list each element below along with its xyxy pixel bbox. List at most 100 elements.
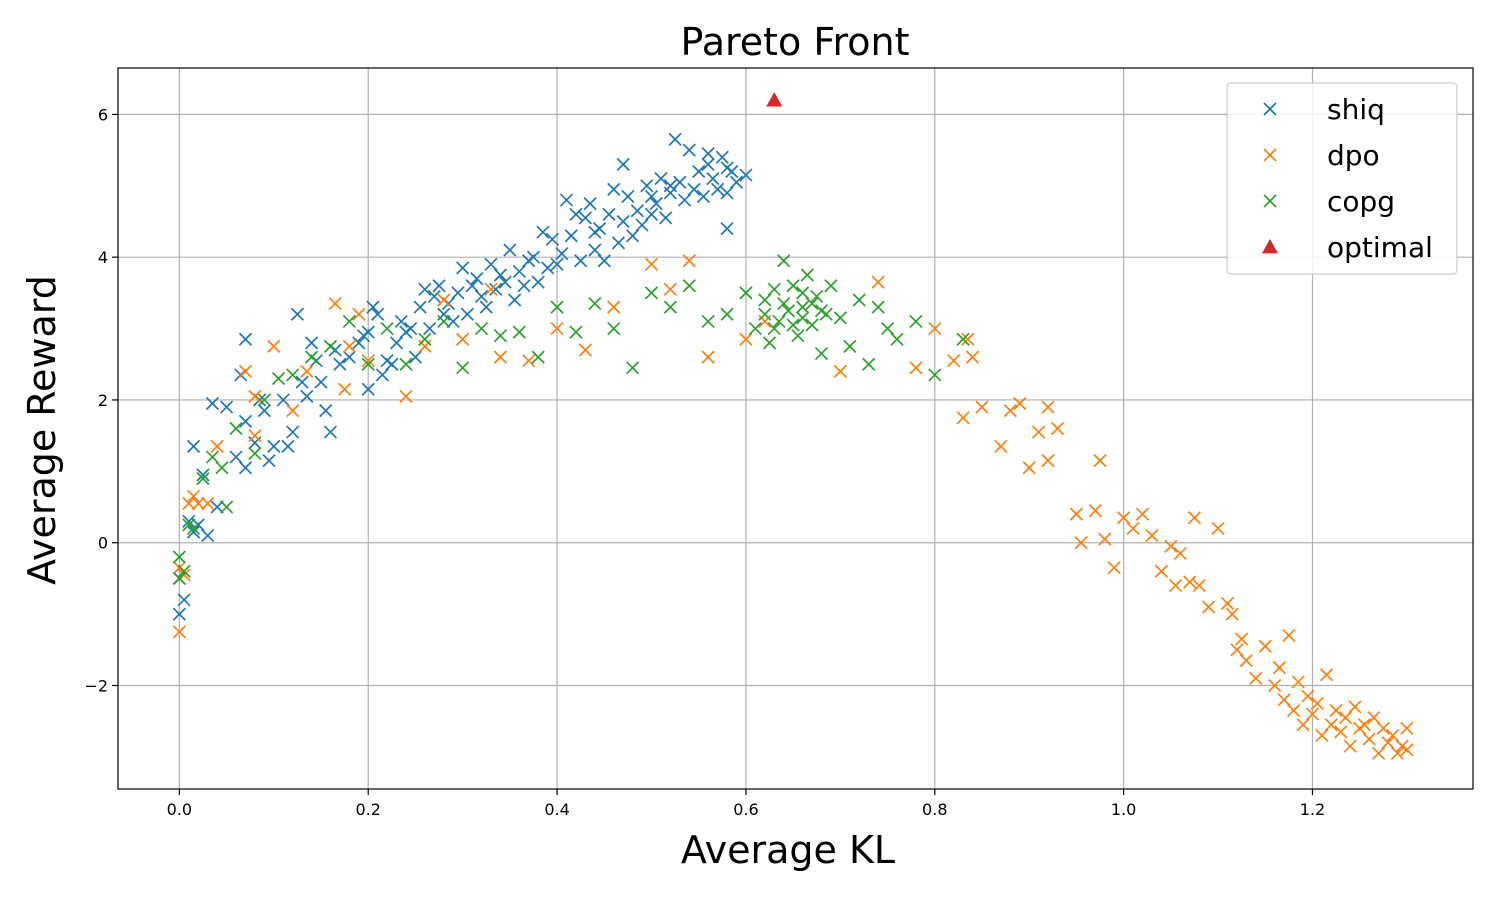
shiq-point	[696, 189, 711, 204]
copg-point	[607, 321, 621, 336]
copg-point	[928, 368, 942, 382]
shiq-point	[205, 396, 220, 411]
dpo-point	[975, 400, 989, 414]
y-axis-title: Average Reward	[20, 275, 64, 585]
copg-point	[795, 300, 810, 314]
copg-point	[550, 300, 564, 314]
dpo-point	[456, 332, 470, 346]
shiq-point	[640, 179, 654, 193]
shiq-point	[182, 514, 196, 528]
dpo-point	[1362, 732, 1376, 746]
x-tick-label: 1.2	[1300, 800, 1325, 819]
dpo-point	[238, 364, 253, 378]
shiq-point	[465, 279, 479, 293]
dpo-point	[186, 489, 201, 503]
shiq-point	[607, 182, 621, 196]
dpo-point	[1093, 454, 1107, 468]
dpo-point	[1032, 425, 1046, 439]
shiq-point	[635, 218, 649, 232]
dpo-point	[682, 254, 696, 268]
dpo-point	[956, 411, 970, 425]
x-tick-label: 0.0	[167, 800, 192, 819]
shiq-point	[219, 400, 234, 414]
dpo-point	[1230, 643, 1244, 657]
copg-point	[399, 357, 413, 371]
dpo-point	[1286, 703, 1301, 718]
dpo-point	[1305, 707, 1320, 721]
shiq-point	[720, 161, 734, 175]
shiq-point	[460, 307, 474, 321]
dpo-point	[1258, 639, 1272, 653]
dpo-point	[701, 350, 715, 364]
legend-label-dpo: dpo	[1327, 139, 1380, 172]
copg-point	[777, 254, 791, 268]
shiq-point	[413, 300, 427, 314]
shiq-point	[366, 300, 380, 314]
copg-point	[890, 332, 904, 346]
chart-title: Pareto Front	[680, 20, 909, 64]
x-axis-title: Average KL	[681, 828, 895, 872]
shiq-point	[371, 307, 385, 321]
y-tick-label: 0	[98, 534, 108, 553]
shiq-point	[498, 275, 512, 289]
copg-point	[437, 314, 451, 329]
shiq-point	[484, 257, 498, 271]
copg-point	[588, 296, 602, 311]
shiq-point	[541, 261, 555, 275]
shiq-point	[517, 279, 531, 293]
plot-frame	[117, 67, 1474, 790]
dpo-point	[1381, 735, 1395, 750]
shiq-point	[701, 157, 715, 171]
shiq-point	[729, 175, 744, 189]
dpo-point	[1154, 564, 1168, 578]
copg-point	[286, 368, 300, 382]
dpo-point	[182, 496, 196, 511]
copg-point	[852, 293, 866, 307]
copg-point	[177, 564, 191, 578]
dpo-point	[1357, 718, 1372, 732]
shiq-point	[314, 375, 328, 389]
shiq-point	[536, 225, 550, 239]
series-shiq	[172, 132, 753, 621]
copg-point	[512, 325, 526, 339]
dpo-point	[1310, 696, 1324, 710]
copg-point	[786, 279, 800, 293]
copg-point	[186, 521, 201, 536]
shiq-point	[267, 439, 281, 453]
dpo-point	[739, 332, 753, 346]
shiq-point	[710, 182, 725, 196]
shiq-point	[602, 207, 616, 221]
dpo-point	[607, 300, 621, 314]
copg-point	[767, 282, 781, 296]
copg-point	[205, 450, 220, 464]
dpo-point	[286, 404, 300, 418]
shiq-point	[569, 207, 583, 221]
dpo-point	[493, 350, 508, 364]
y-tick-label: 6	[98, 105, 108, 124]
y-tick-label: −2	[84, 676, 108, 695]
dpo-point	[928, 321, 942, 336]
dpo-point	[1348, 700, 1362, 714]
data-points	[172, 92, 1414, 760]
shiq-point	[583, 197, 597, 211]
shiq-point	[493, 268, 508, 282]
dpo-point	[352, 307, 366, 321]
copg-point	[824, 279, 838, 293]
shiq-point	[375, 368, 389, 382]
copg-point	[880, 321, 895, 336]
shiq-point	[692, 164, 706, 179]
copg-point	[795, 286, 810, 300]
shiq-point	[663, 179, 677, 193]
dpo-point	[1367, 711, 1381, 725]
dpo-point	[871, 275, 885, 289]
dpo-point	[947, 354, 961, 368]
dpo-point	[1320, 668, 1334, 682]
shiq-point	[479, 300, 493, 314]
shiq-point	[701, 147, 715, 161]
dpo-point	[1338, 711, 1353, 725]
copg-point	[871, 300, 885, 314]
copg-point	[682, 279, 696, 293]
shiq-point	[286, 425, 300, 439]
copg-point	[762, 336, 777, 350]
shiq-point	[559, 193, 574, 207]
